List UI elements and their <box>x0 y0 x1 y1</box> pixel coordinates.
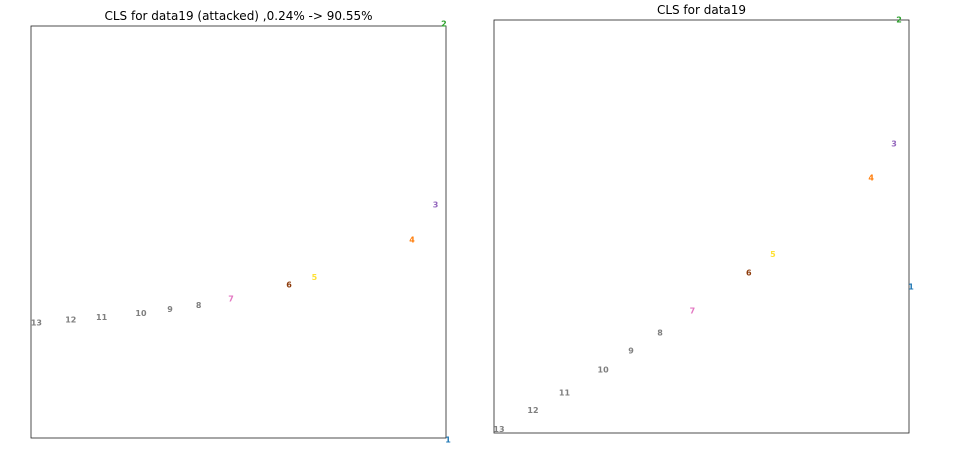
point-label-3: 3 <box>891 139 897 148</box>
point-label-9: 9 <box>167 305 173 314</box>
point-label-10: 10 <box>598 366 610 375</box>
point-label-5: 5 <box>770 250 776 259</box>
point-label-11: 11 <box>96 313 108 322</box>
point-label-9: 9 <box>628 347 634 356</box>
point-label-12: 12 <box>65 316 76 325</box>
point-label-2: 2 <box>896 16 902 25</box>
point-label-6: 6 <box>286 281 292 290</box>
point-label-1: 1 <box>445 436 451 445</box>
point-label-10: 10 <box>135 309 147 318</box>
chart-title: CLS for data19 (attacked) ,0.24% -> 90.5… <box>104 9 372 23</box>
point-label-11: 11 <box>559 388 571 397</box>
point-label-5: 5 <box>312 273 318 282</box>
point-label-4: 4 <box>868 174 874 183</box>
point-label-12: 12 <box>527 406 538 415</box>
point-label-13: 13 <box>493 425 504 434</box>
plot-frame <box>30 25 447 439</box>
point-label-1: 1 <box>908 282 914 291</box>
point-label-8: 8 <box>657 329 663 338</box>
left-chart: CLS for data19 (attacked) ,0.24% -> 90.5… <box>30 9 451 445</box>
point-label-4: 4 <box>409 235 415 244</box>
point-label-6: 6 <box>746 268 752 277</box>
point-label-7: 7 <box>690 307 696 316</box>
chart-title: CLS for data19 <box>657 3 746 17</box>
point-label-3: 3 <box>433 200 439 209</box>
point-label-2: 2 <box>441 19 447 28</box>
point-label-13: 13 <box>31 319 42 328</box>
plot-frame <box>493 19 910 434</box>
point-label-7: 7 <box>228 295 234 304</box>
point-label-8: 8 <box>196 301 202 310</box>
